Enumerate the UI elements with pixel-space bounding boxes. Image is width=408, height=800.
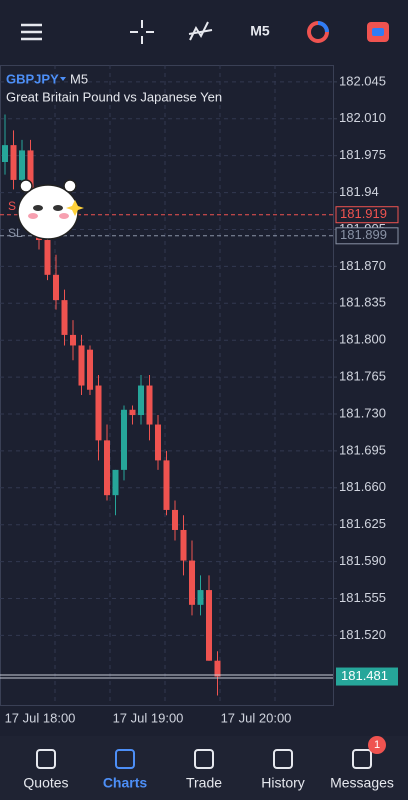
candle-body <box>197 590 204 605</box>
candle-body <box>10 145 17 180</box>
badge <box>368 736 386 754</box>
tab-label[interactable]: Charts <box>103 775 148 791</box>
symbol-name[interactable]: GBPJPY <box>6 71 59 86</box>
badge-count: 1 <box>374 739 380 751</box>
candle-body <box>180 529 187 561</box>
price-line-box <box>335 206 399 224</box>
last-price-value: 181.481 <box>341 668 388 683</box>
price-line-label: S <box>8 199 16 213</box>
y-tick-label: 182.010 <box>339 110 386 125</box>
tab-icon[interactable] <box>115 749 135 769</box>
y-tick-label: 181.555 <box>339 590 386 605</box>
candle-body <box>138 385 144 416</box>
crosshair-icon[interactable] <box>130 20 154 44</box>
y-tick-label: 181.94 <box>339 184 379 199</box>
symbol-description: Great Britain Pound vs Japanese Yen <box>6 89 222 104</box>
last-price-box <box>336 667 398 686</box>
tab-label[interactable]: History <box>261 775 305 791</box>
price-line-box <box>335 227 399 245</box>
tab-label[interactable]: Messages <box>330 775 394 791</box>
x-tick-label: 17 Jul 19:00 <box>113 710 184 725</box>
candle-body <box>104 440 110 496</box>
tab-icon[interactable] <box>194 749 214 769</box>
chart-frame <box>0 65 334 706</box>
candle-body <box>146 385 153 425</box>
price-line-label: SL <box>8 226 23 240</box>
candle-body <box>214 660 221 677</box>
candle-body <box>19 150 25 180</box>
tab-label[interactable]: Quotes <box>23 775 68 791</box>
candle-body <box>163 460 170 510</box>
candle-body <box>2 145 8 163</box>
y-tick-label: 181.590 <box>339 553 386 568</box>
y-tick-label: 181.695 <box>339 442 386 457</box>
account-icon[interactable] <box>367 22 389 42</box>
candle-body <box>53 274 59 301</box>
candle-body <box>44 240 51 275</box>
timeframe-button[interactable]: M5 <box>250 23 270 39</box>
price-line-value: 181.919 <box>340 206 387 221</box>
y-tick-label: 181.835 <box>339 295 386 310</box>
tab-icon[interactable] <box>36 749 56 769</box>
y-tick-label: 181.975 <box>339 147 386 162</box>
symbol-dropdown[interactable] <box>60 77 66 81</box>
tab-label[interactable]: Trade <box>186 775 222 791</box>
x-tick-label: 17 Jul 20:00 <box>221 710 292 725</box>
y-tick-label: 181.660 <box>339 479 386 494</box>
candle-body <box>121 409 127 470</box>
candle-body <box>27 150 34 200</box>
chart-timeframe: M5 <box>70 71 88 86</box>
indicator-icon[interactable] <box>188 21 213 41</box>
menu-icon[interactable] <box>21 23 42 41</box>
y-tick-label: 182.045 <box>339 73 386 88</box>
x-tick-label: 17 Jul 18:00 <box>5 710 76 725</box>
y-tick-label: 181.625 <box>339 516 386 531</box>
candle-body <box>95 385 102 441</box>
candle-body <box>206 590 212 661</box>
candle-body <box>78 345 85 386</box>
y-tick-label: 181.870 <box>339 258 386 273</box>
candle-body <box>172 509 178 530</box>
candle-body <box>112 469 119 496</box>
tab-icon[interactable] <box>273 749 293 769</box>
candle-body <box>155 424 161 461</box>
candle-body <box>61 300 68 335</box>
candle-body <box>70 334 76 346</box>
tab-icon[interactable] <box>352 749 372 769</box>
y-tick-label: 181.765 <box>339 369 386 384</box>
candle-body <box>129 409 136 416</box>
price-line-value: 181.899 <box>340 227 387 242</box>
y-tick-label: 181.730 <box>339 405 386 420</box>
sticker <box>17 179 84 240</box>
y-tick-label: 181.800 <box>339 332 386 347</box>
candle-body <box>87 349 93 390</box>
trade-icon[interactable] <box>307 21 329 43</box>
candle-body <box>189 560 195 605</box>
y-tick-label: 181.520 <box>339 627 386 642</box>
